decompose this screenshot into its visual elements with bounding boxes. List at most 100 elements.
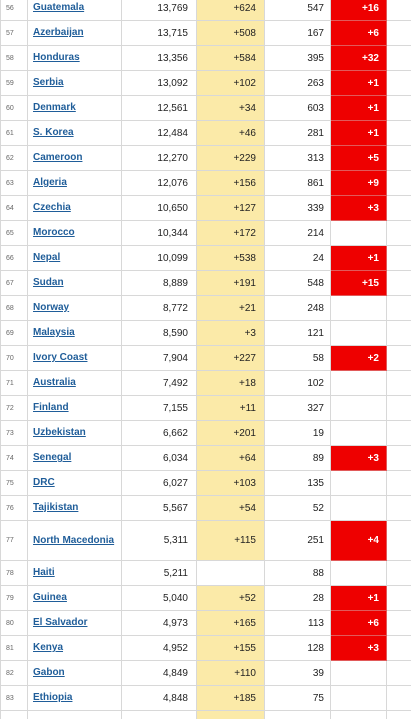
total-deaths-cell: 89 xyxy=(264,445,331,471)
row-rank: 61 xyxy=(0,120,28,146)
country-link[interactable]: Morocco xyxy=(33,227,75,238)
new-deaths-cell xyxy=(330,420,387,446)
country-link[interactable]: Nepal xyxy=(33,252,61,263)
country-link[interactable]: Gabon xyxy=(33,667,65,678)
country-link[interactable]: Malaysia xyxy=(33,327,75,338)
total-cases-cell: 12,270 xyxy=(121,145,197,171)
row-rank: 60 xyxy=(0,95,28,121)
total-deaths-cell: 39 xyxy=(264,660,331,686)
total-deaths-cell: 113 xyxy=(264,610,331,636)
total-cases-cell: 12,561 xyxy=(121,95,197,121)
country-link[interactable]: Haiti xyxy=(33,567,55,578)
country-link[interactable]: Uzbekistan xyxy=(33,427,86,438)
country-link[interactable]: Tajikistan xyxy=(33,502,79,513)
country-link[interactable]: Finland xyxy=(33,402,69,413)
new-deaths-cell xyxy=(330,295,387,321)
new-cases-cell: +103 xyxy=(196,470,265,496)
new-deaths-cell: +9 xyxy=(330,170,387,196)
row-rank: 68 xyxy=(0,295,28,321)
country-link[interactable]: Guinea xyxy=(33,592,67,603)
country-cell: Algeria xyxy=(27,170,122,196)
country-link[interactable]: Serbia xyxy=(33,77,64,88)
country-cell: North Macedonia xyxy=(27,520,122,561)
country-link[interactable]: Algeria xyxy=(33,177,67,188)
country-link[interactable]: Czechia xyxy=(33,202,71,213)
new-deaths-cell: +3 xyxy=(330,635,387,661)
country-link[interactable]: Azerbaijan xyxy=(33,27,84,38)
new-deaths-cell: +16 xyxy=(330,0,387,21)
country-link[interactable]: Sudan xyxy=(33,277,64,288)
table-row: 78 Haiti 5,211 88 338 xyxy=(0,560,411,586)
total-cases-cell: 8,772 xyxy=(121,295,197,321)
new-deaths-cell: +4 xyxy=(330,520,387,561)
country-link[interactable]: Kenya xyxy=(33,642,64,653)
total-deaths-cell: 102 xyxy=(264,370,331,396)
new-cases-cell xyxy=(196,560,265,586)
row-rank: 66 xyxy=(0,245,28,271)
country-link[interactable]: DRC xyxy=(33,477,55,488)
total-recovered-cell: 2,048 xyxy=(386,520,411,561)
country-cell: Tajikistan xyxy=(27,495,122,521)
total-cases-cell: 4,952 xyxy=(121,635,197,661)
total-cases-cell: 13,769 xyxy=(121,0,197,21)
total-cases-cell: 10,650 xyxy=(121,195,197,221)
country-link[interactable]: Denmark xyxy=(33,102,76,113)
row-rank: 71 xyxy=(0,370,28,396)
country-link[interactable]: Senegal xyxy=(33,452,72,463)
total-cases-cell: 6,034 xyxy=(121,445,197,471)
country-link[interactable]: Ethiopia xyxy=(33,692,73,703)
row-rank: 67 xyxy=(0,270,28,296)
total-deaths-cell: 547 xyxy=(264,0,331,21)
total-cases-cell: 10,099 xyxy=(121,245,197,271)
total-cases-cell: 7,904 xyxy=(121,345,197,371)
total-deaths-cell: 52 xyxy=(264,495,331,521)
total-cases-cell: 13,356 xyxy=(121,45,197,71)
new-cases-cell: +227 xyxy=(196,345,265,371)
country-link[interactable]: Honduras xyxy=(33,52,80,63)
total-deaths-cell: 121 xyxy=(264,320,331,346)
country-link[interactable]: North Macedonia xyxy=(33,534,115,546)
total-cases-cell: 13,715 xyxy=(121,20,197,46)
country-link[interactable]: Cameroon xyxy=(33,152,83,163)
country-link[interactable]: Norway xyxy=(33,302,70,313)
total-cases-cell: 7,155 xyxy=(121,395,197,421)
total-recovered-cell: 338 xyxy=(386,560,411,586)
total-cases-cell: 5,567 xyxy=(121,495,197,521)
country-link[interactable]: Guatemala xyxy=(33,2,85,13)
row-rank: 74 xyxy=(0,445,28,471)
country-cell: Denmark xyxy=(27,95,122,121)
row-rank: 77 xyxy=(0,520,28,561)
country-cell xyxy=(27,710,122,719)
total-deaths-cell: 339 xyxy=(264,195,331,221)
total-deaths-cell: 861 xyxy=(264,170,331,196)
new-deaths-cell: +1 xyxy=(330,585,387,611)
country-link[interactable]: Ivory Coast xyxy=(33,352,88,363)
new-cases-cell: +11 xyxy=(196,395,265,421)
country-link[interactable]: Australia xyxy=(33,377,76,388)
country-cell: Cameroon xyxy=(27,145,122,171)
new-deaths-cell xyxy=(330,320,387,346)
country-cell: Kenya xyxy=(27,635,122,661)
total-recovered-cell: 10,908 xyxy=(386,120,411,146)
new-cases-cell: +229 xyxy=(196,145,265,171)
total-cases-cell: 4,848 xyxy=(121,685,197,711)
country-link[interactable]: S. Korea xyxy=(33,127,74,138)
country-link[interactable]: El Salvador xyxy=(33,617,88,628)
new-cases-cell: +538 xyxy=(196,245,265,271)
total-deaths-cell: 263 xyxy=(264,70,331,96)
new-deaths-cell xyxy=(330,660,387,686)
new-cases-cell: +54 xyxy=(196,495,265,521)
new-deaths-cell: +1 xyxy=(330,70,387,96)
